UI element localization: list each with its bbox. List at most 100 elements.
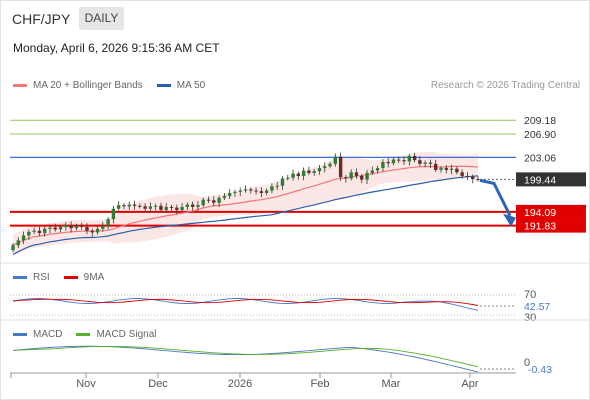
level-tag-last [516, 172, 586, 187]
candle-body [132, 204, 137, 206]
forecast-arrow-shaft [479, 178, 512, 217]
candle-body [206, 199, 211, 201]
credit-text: Research © 2026 Trading Central [430, 80, 580, 91]
candle-body [254, 190, 258, 192]
candle-body [227, 192, 232, 197]
candle-body [27, 231, 31, 236]
candle-body [243, 189, 248, 191]
ma50-swatch [156, 84, 171, 87]
candle-body [270, 186, 274, 191]
candle-body [407, 155, 412, 162]
x-tick-label: 2026 [228, 378, 252, 390]
macd-zero-label: 0 [524, 357, 530, 369]
candle-body [106, 219, 110, 226]
level-label-target: 209.18 [524, 115, 556, 127]
candle-body [344, 177, 348, 179]
x-axis: Nov Dec 2026 Feb Mar Apr [10, 372, 516, 390]
candle-body [159, 205, 163, 211]
macd-signal-legend-label: MACD Signal [96, 329, 157, 340]
candle-body [365, 172, 369, 180]
candle-body [74, 225, 79, 229]
ma50-legend-label: MA 50 [176, 80, 206, 91]
ma20-line [12, 165, 479, 246]
candle-body [402, 160, 406, 162]
candle-body [37, 230, 42, 234]
candle-body [53, 227, 57, 230]
macd-signal-line [12, 345, 479, 368]
rsi-legend: RSI 9MA [13, 272, 104, 283]
candle-body [16, 240, 20, 246]
forecast-arrow-head [503, 213, 516, 227]
candle-body [196, 205, 200, 207]
candle-body [138, 205, 142, 207]
rsi-ma-line [12, 298, 479, 306]
candle-body [381, 162, 385, 169]
candle-body [280, 178, 285, 186]
candle-body [465, 175, 470, 177]
candle-body [275, 185, 279, 187]
candle-body [85, 227, 89, 231]
candle-body [143, 206, 147, 209]
candle-body [286, 177, 290, 179]
candle-body [64, 225, 68, 228]
ma50-line [12, 175, 479, 255]
macd-legend-label: MACD [33, 329, 63, 340]
rsi-ma-swatch [63, 276, 78, 279]
candle-body [185, 204, 190, 207]
candle-body [79, 225, 84, 228]
candles [11, 152, 480, 253]
timestamp: Monday, April 6, 2026 9:15:36 AM CET [13, 41, 220, 55]
candle-body [449, 168, 454, 170]
candle-body [370, 170, 375, 173]
main-legend: MA 20 + Bollinger Bands MA 50 [13, 80, 205, 91]
candle-body [338, 156, 343, 178]
rsi-70-label: 70 [524, 289, 536, 301]
x-tick-label: Feb [311, 378, 330, 390]
candle-body [428, 162, 433, 164]
macd-legend: MACD MACD Signal [13, 329, 156, 340]
macd-signal-swatch [76, 333, 91, 336]
candle-body [471, 176, 475, 180]
candle-body [360, 175, 364, 180]
candle-body [148, 206, 153, 209]
moving-averages [12, 165, 479, 255]
level-labels: 209.18 206.90 203.06 199.44 194.09 191.83 [516, 115, 586, 233]
candle-body [323, 166, 327, 169]
candle-body [259, 191, 264, 193]
candle-body [48, 227, 52, 229]
candle-body [175, 207, 179, 211]
candle-body [90, 230, 94, 233]
candle-body [32, 230, 36, 232]
candle-body [455, 168, 459, 173]
level-lines [10, 119, 516, 227]
candle-body [412, 155, 417, 161]
level-label-last: 199.44 [524, 174, 556, 186]
level-label-target: 206.90 [524, 129, 556, 141]
candle-body [291, 173, 295, 178]
candle-body [391, 159, 396, 164]
candle-body [101, 225, 105, 229]
level-label-support: 191.83 [524, 221, 556, 233]
candle-body [153, 205, 158, 207]
candle-body [190, 204, 195, 207]
candle-body [233, 191, 237, 193]
candle-body [312, 171, 316, 173]
candle-body [434, 163, 438, 170]
candle-body [476, 179, 480, 181]
candle-body [397, 159, 401, 161]
candle-body [317, 168, 322, 172]
candle-body [127, 204, 131, 207]
timeframe-badge[interactable]: DAILY [79, 7, 124, 30]
macd-last-label: -0.43 [528, 364, 552, 376]
candle-body [333, 156, 338, 164]
level-tag-support [516, 218, 586, 233]
rsi-swatch [13, 276, 27, 279]
ma20-legend-label: MA 20 + Bollinger Bands [33, 80, 143, 91]
macd-line [12, 345, 479, 373]
x-tick-label: Nov [76, 378, 96, 390]
candle-body [11, 245, 15, 251]
macd-swatch [13, 333, 27, 336]
macd-panel: 0-0.43 [0, 319, 590, 376]
